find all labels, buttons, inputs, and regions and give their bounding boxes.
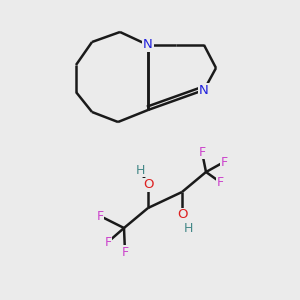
Text: O: O — [177, 208, 187, 221]
Text: N: N — [143, 38, 153, 52]
Text: F: F — [104, 236, 112, 248]
Text: N: N — [199, 83, 209, 97]
Text: H: H — [183, 221, 193, 235]
Text: F: F — [122, 245, 129, 259]
Text: O: O — [143, 178, 153, 191]
Text: F: F — [96, 209, 103, 223]
Text: H: H — [135, 164, 145, 176]
Text: F: F — [220, 155, 228, 169]
Text: F: F — [198, 146, 206, 158]
Text: F: F — [216, 176, 224, 188]
